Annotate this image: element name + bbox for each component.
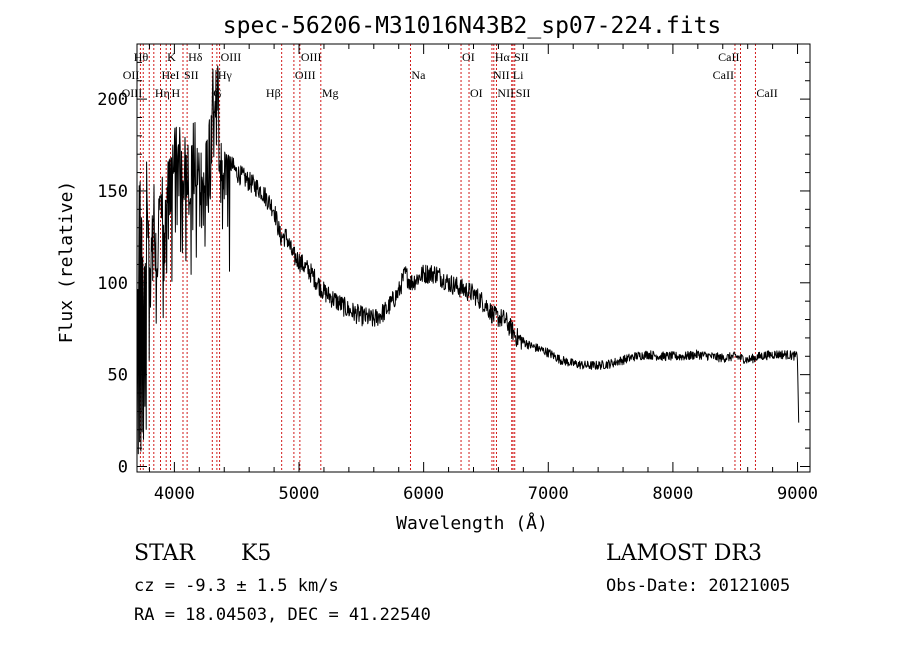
- marker-label: Hη: [155, 86, 170, 100]
- marker-label: Mg: [322, 86, 339, 100]
- marker-label: CaII: [718, 50, 739, 64]
- line-marker-labels: OIIOIIIHθHηHeIKHSIIHδGHγOIIIHβOIIIOIIIMg…: [122, 50, 778, 100]
- x-axis-ticks: 4000 5000 6000 7000 8000 9000: [148, 44, 818, 504]
- marker-label: Hδ: [188, 50, 203, 64]
- marker-label: SII: [184, 68, 199, 82]
- marker-label: OIII: [221, 50, 242, 64]
- marker-label: Na: [411, 68, 426, 82]
- line-markers: [139, 44, 756, 472]
- x-tick-label: 9000: [777, 484, 818, 504]
- marker-label: OIII: [295, 68, 316, 82]
- marker-label: OI: [470, 86, 483, 100]
- x-axis-label: Wavelength (Å): [396, 512, 548, 534]
- y-tick-label: 100: [97, 274, 128, 294]
- marker-label: CaII: [713, 68, 734, 82]
- marker-label: OII: [123, 68, 140, 82]
- x-tick-label: 5000: [279, 484, 320, 504]
- coordinates-line: RA = 18.04503, DEC = 41.22540: [134, 605, 431, 625]
- plot-frame: [136, 43, 811, 473]
- marker-label: SII: [516, 86, 531, 100]
- marker-label: Hγ: [218, 68, 233, 82]
- spectrum-line: [136, 65, 800, 455]
- marker-label: K: [167, 50, 176, 64]
- marker-label: NII: [493, 68, 510, 82]
- marker-label: Li: [513, 68, 524, 82]
- x-tick-label: 8000: [652, 484, 693, 504]
- marker-label: Hβ: [266, 86, 281, 100]
- marker-label: H: [172, 86, 181, 100]
- y-tick-label: 0: [118, 457, 128, 477]
- y-axis-label: Flux (relative): [56, 181, 77, 344]
- object-class: STAR: [134, 541, 196, 566]
- marker-label: CaII: [756, 86, 777, 100]
- marker-label: NII: [497, 86, 514, 100]
- marker-label: Hα: [495, 50, 511, 64]
- survey-label: LAMOST DR3: [606, 541, 762, 566]
- y-axis-ticks: 0 50 100 150 200: [97, 61, 810, 477]
- obs-date: Obs-Date: 20121005: [606, 576, 790, 596]
- marker-label: OIII: [301, 50, 322, 64]
- y-tick-label: 150: [97, 182, 128, 202]
- redshift-line: cz = -9.3 ± 1.5 km/s: [134, 576, 339, 596]
- marker-label: HeI: [162, 68, 180, 82]
- y-tick-label: 200: [97, 90, 128, 110]
- marker-label: SII: [514, 50, 529, 64]
- x-tick-label: 4000: [154, 484, 195, 504]
- object-subclass: K5: [241, 541, 271, 566]
- chart-title: spec-56206-M31016N43B2_sp07-224.fits: [223, 13, 722, 39]
- x-tick-label: 7000: [528, 484, 569, 504]
- x-tick-label: 6000: [403, 484, 444, 504]
- marker-label: OI: [462, 50, 475, 64]
- y-tick-label: 50: [108, 366, 128, 386]
